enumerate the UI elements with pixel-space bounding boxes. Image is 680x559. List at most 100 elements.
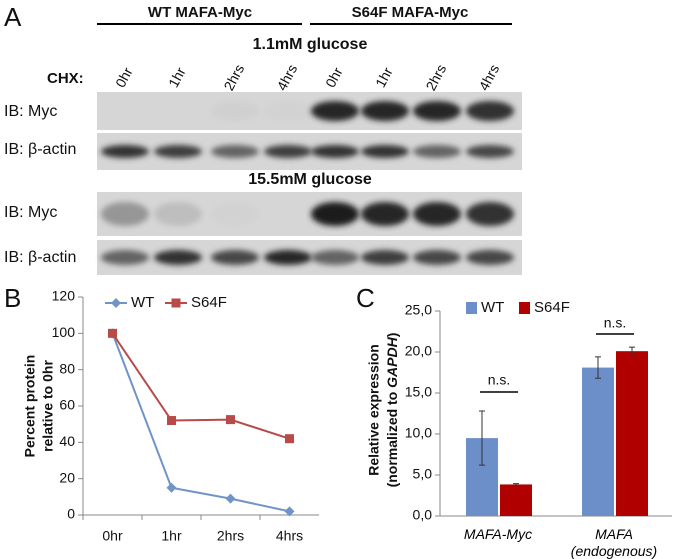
timepoint-label: 1hr [372,64,396,90]
blot-band [211,145,259,158]
x-tick-label: 0hr [102,528,123,544]
legend-label: S64F [534,299,570,316]
y-axis-label: Relative expression [366,344,382,476]
timepoint-label: 2hrs [422,62,449,94]
chart-b: B 0 20 40 60 80 100 120 0hr 1hr 2hrs 4hrs Percent pr… [4,283,319,544]
blot-band [466,101,514,121]
legend-label: WT [481,299,504,316]
blot-band [211,101,259,121]
x-tick-label: 4hrs [276,528,303,544]
blot-band [413,101,461,121]
blot-band [413,145,461,158]
blot-band [311,101,359,121]
blot-band [413,202,461,226]
blot-band [361,101,409,121]
marker [171,298,181,308]
chx-label: CHX: [47,70,84,87]
y-tick-label: 25,0 [405,302,432,318]
condition-label: 1.1mM glucose [253,36,368,53]
x-tick-label: 2hrs [217,528,244,544]
panel-label: B [4,283,21,313]
group-label: S64F MAFA-Myc [352,4,469,21]
legend-label: S64F [191,294,227,311]
y-axis-label: Percent protein [22,355,38,458]
error-bar [629,346,635,356]
y-axis-label: relative to 0hr [40,360,56,452]
condition-label: 15.5mM glucose [248,171,372,188]
marker [225,493,236,504]
timepoint-label: 4hrs [475,62,502,94]
bar [616,351,648,516]
legend-swatch [466,302,477,314]
blot-band [361,250,409,265]
annotation: n.s. [488,372,511,388]
blot-band [466,202,514,226]
y-tick-label: 15,0 [405,384,432,400]
row-label: IB: β-actin [4,141,76,158]
blot-band [311,250,359,265]
marker [284,506,295,517]
error-bar [513,483,519,486]
blot-band [413,250,461,265]
y-tick-label: 0,0 [413,507,433,523]
y-axis-label-part: ) [384,333,400,338]
blot-band [264,101,312,121]
marker [285,434,294,444]
row-label: IB: β-actin [4,249,76,266]
row-label: IB: Myc [4,204,57,221]
blot-band [101,145,149,158]
group-label: WT MAFA-Myc [148,4,252,21]
timepoint-label: 0hr [322,64,346,90]
error-bar [479,410,485,466]
y-axis-label: (normalized to GAPDH) [384,333,400,488]
timepoint-label: 2hrs [220,62,247,94]
blots: 0hr 1hr 2hrs 4hrs 0hr 1hr 2hrs 4hrs IB: Myc IB: β… [4,62,522,275]
y-tick-label: 20,0 [405,343,432,359]
timepoint-label: 0hr [112,64,136,90]
x-category: MAFA-Myc [463,526,533,542]
series-line [111,332,290,513]
blot-band [264,250,312,265]
marker [167,416,176,426]
x-tick-label: MAFA (endogenous) [570,526,658,559]
blot-band [101,250,149,265]
y-tick-label: 5,0 [413,466,433,482]
marker [108,328,117,338]
y-tick-label: 40 [59,433,75,449]
blot-band [211,202,259,226]
y-axis-label-part: GAPDH [384,336,400,387]
y-tick-label: 120 [52,288,76,304]
blot-band [101,202,149,226]
y-tick-label: 10,0 [405,425,432,441]
legend-label: WT [131,294,154,311]
blot-band [211,250,259,265]
blot-band [264,145,312,158]
marker [166,482,177,493]
x-category: MAFA (endogenous) [570,526,658,559]
blot-band [466,145,514,158]
timepoint-label: 4hrs [273,62,300,94]
y-axis-label-part: (normalized to [384,388,400,488]
blot-band [466,250,514,265]
row-label: IB: Myc [4,103,57,120]
y-tick-label: 60 [59,397,75,413]
panel-label: C [356,283,375,313]
marker [226,415,235,425]
x-tick-label: 1hr [161,528,182,544]
blot-band [361,145,409,158]
x-tick-label: MAFA-Myc [463,526,533,542]
timepoint-label: 1hr [165,64,189,90]
blot-band [311,145,359,158]
bar [500,484,532,516]
panel-label: A [4,2,22,32]
error-bar [595,356,601,379]
bar [582,367,614,516]
blot-band [361,202,409,226]
blot-band [154,250,202,265]
blot-band [154,202,202,226]
y-tick-label: 0 [67,506,75,522]
blot-band [311,202,359,226]
legend-swatch [519,302,530,314]
y-tick-label: 20 [59,469,75,485]
